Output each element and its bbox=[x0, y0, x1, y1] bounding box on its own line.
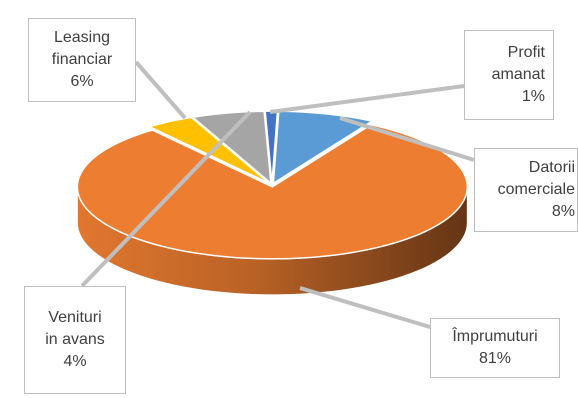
data-label-imprumuturi: Împrumuturi 81% bbox=[430, 318, 560, 378]
label-percent: 8% bbox=[551, 203, 575, 220]
leader-line-0 bbox=[339, 116, 475, 162]
label-text-line: in avans bbox=[45, 331, 105, 348]
label-text-line: Profit bbox=[507, 44, 545, 61]
label-text-line: Împrumuturi bbox=[452, 328, 538, 345]
data-label-venituri-in-avans: Venituri in avans 4% bbox=[24, 286, 126, 394]
leader-line-3 bbox=[134, 60, 187, 120]
leader-line-2 bbox=[80, 110, 252, 288]
pie-slice-venituri-in-avans bbox=[147, 116, 270, 185]
label-text-line: amanat bbox=[491, 66, 545, 83]
data-label-datorii-comerciale: Datorii comerciale 8% bbox=[474, 148, 578, 232]
label-text-line: comerciale bbox=[497, 181, 575, 198]
label-text-line: financiar bbox=[51, 51, 113, 68]
pie-slice--mprumuturi bbox=[76, 123, 469, 260]
label-percent: 6% bbox=[70, 73, 94, 90]
label-percent: 1% bbox=[521, 88, 545, 105]
label-percent: 81% bbox=[478, 350, 512, 367]
label-percent: 4% bbox=[63, 353, 87, 370]
pie-slice-leasing-financiar bbox=[191, 110, 272, 185]
label-text-line: Datorii bbox=[528, 159, 575, 176]
pie-tops bbox=[76, 110, 469, 260]
label-text-line: Venituri bbox=[48, 309, 102, 326]
leader-line-4 bbox=[269, 84, 465, 114]
pie-slice-datorii-comerciale bbox=[272, 110, 375, 185]
data-label-leasing-financiar: Leasing financiar 6% bbox=[28, 18, 136, 102]
label-text-line: Leasing bbox=[53, 29, 111, 46]
data-label-profit-amanat: Profit amanat 1% bbox=[464, 30, 554, 120]
leader-line-1 bbox=[299, 286, 441, 332]
leader-lines bbox=[80, 60, 475, 332]
